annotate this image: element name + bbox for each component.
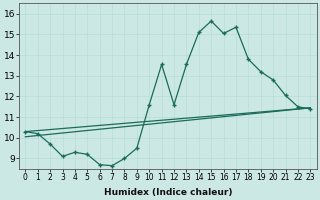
X-axis label: Humidex (Indice chaleur): Humidex (Indice chaleur) (104, 188, 232, 197)
